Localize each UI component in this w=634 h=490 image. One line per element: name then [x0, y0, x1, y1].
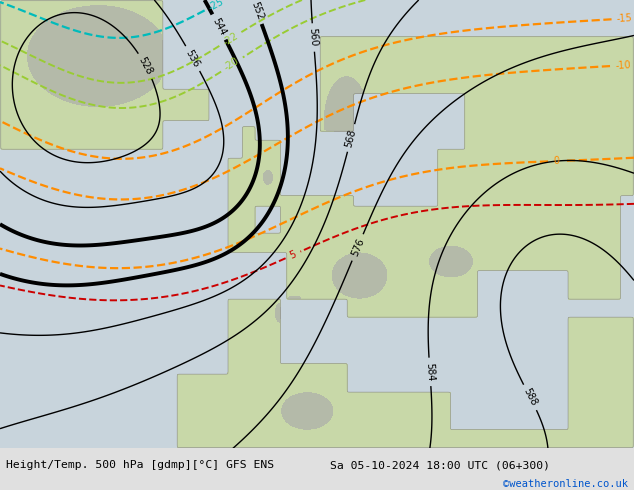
Text: Sa 05-10-2024 18:00 UTC (06+300): Sa 05-10-2024 18:00 UTC (06+300) — [330, 460, 550, 470]
Text: -22: -22 — [221, 30, 240, 48]
Text: -10: -10 — [615, 60, 631, 71]
Text: 588: 588 — [522, 387, 539, 408]
Text: Height/Temp. 500 hPa [gdmp][°C] GFS ENS: Height/Temp. 500 hPa [gdmp][°C] GFS ENS — [6, 460, 275, 470]
Text: 528: 528 — [137, 55, 155, 76]
Text: -25: -25 — [207, 0, 226, 12]
Text: 0: 0 — [553, 156, 559, 166]
Text: 552: 552 — [249, 0, 264, 21]
Text: 536: 536 — [184, 48, 202, 69]
Text: 568: 568 — [344, 128, 358, 148]
Text: 544: 544 — [210, 17, 228, 38]
Text: ©weatheronline.co.uk: ©weatheronline.co.uk — [503, 479, 628, 489]
Text: 560: 560 — [307, 28, 319, 47]
Text: 584: 584 — [424, 362, 436, 381]
Text: 576: 576 — [349, 237, 366, 258]
Text: -20: -20 — [223, 56, 242, 73]
Text: -15: -15 — [616, 13, 633, 24]
Text: 5: 5 — [288, 249, 298, 261]
